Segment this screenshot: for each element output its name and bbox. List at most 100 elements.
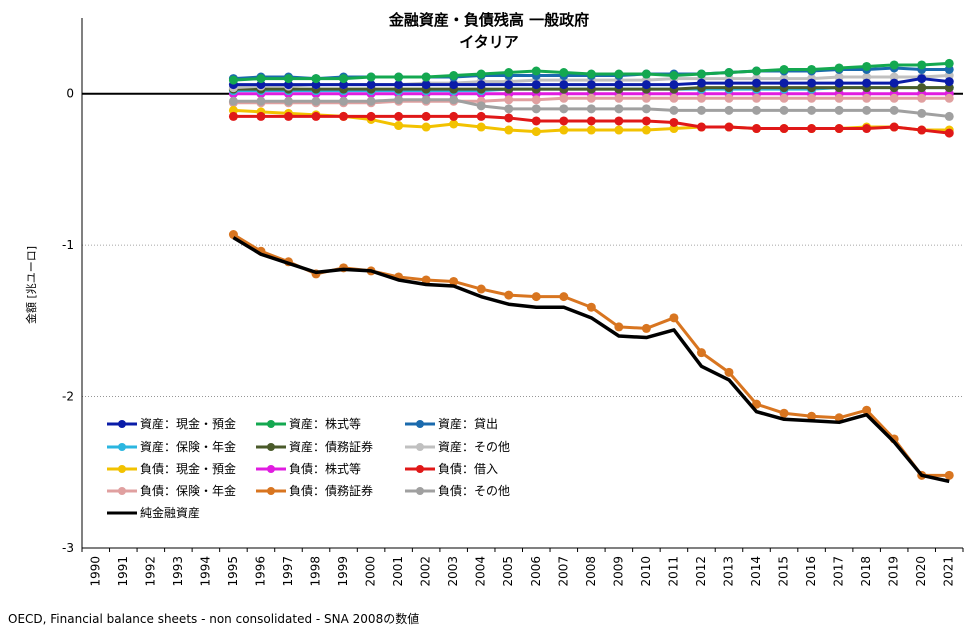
data-point (862, 405, 872, 415)
data-point (724, 93, 734, 103)
data-point (283, 96, 293, 106)
data-point (889, 60, 899, 70)
legend-label: 資産：保険・年金 (140, 439, 236, 454)
data-point (586, 116, 596, 126)
data-point (669, 93, 679, 103)
x-tick-label: 2013 (721, 556, 735, 587)
data-point (504, 113, 514, 123)
x-tick-label: 2019 (887, 556, 901, 587)
data-point (311, 111, 321, 121)
data-point (614, 116, 624, 126)
data-point (641, 323, 651, 333)
data-point (559, 80, 569, 90)
data-point (449, 119, 459, 129)
legend-label: 負債：保険・年金 (140, 483, 236, 498)
x-tick-label: 2005 (501, 556, 515, 587)
data-point (641, 116, 651, 126)
data-point (586, 69, 596, 79)
y-tick-label: -2 (62, 390, 74, 404)
data-point (669, 105, 679, 115)
x-tick-label: 2011 (666, 556, 680, 587)
data-point (449, 71, 459, 81)
data-point (256, 96, 266, 106)
data-point (614, 69, 624, 79)
data-point (641, 104, 651, 114)
legend-marker (118, 465, 126, 473)
series-13 (232, 236, 950, 484)
data-point (724, 105, 734, 115)
data-point (531, 292, 541, 302)
data-point (696, 105, 706, 115)
x-tick-label: 1992 (143, 556, 157, 587)
legend-item: 資産：現金・預金 (107, 416, 236, 431)
data-point (256, 74, 266, 84)
legend-item: 負債：株式等 (256, 461, 361, 476)
x-tick-label: 2007 (556, 556, 570, 587)
data-point (944, 58, 954, 68)
legend-label: 資産：債務証券 (289, 439, 373, 454)
data-point (559, 125, 569, 135)
x-tick-label: 2008 (584, 556, 598, 587)
legend-item: 資産：貸出 (405, 416, 498, 431)
data-point (531, 116, 541, 126)
series-lines (228, 58, 954, 484)
data-point (421, 95, 431, 105)
data-point (834, 63, 844, 73)
data-point (586, 104, 596, 114)
data-point (228, 75, 238, 85)
data-point (559, 93, 569, 103)
data-point (476, 80, 486, 90)
data-point (669, 313, 679, 323)
data-point (476, 284, 486, 294)
chart-title: 金融資産・負債残高 一般政府 (388, 11, 590, 29)
data-point (531, 104, 541, 114)
data-point (614, 80, 624, 90)
data-point (724, 122, 734, 132)
data-point (834, 93, 844, 103)
data-point (696, 93, 706, 103)
x-tick-label: 1993 (171, 556, 185, 587)
series-12 (228, 95, 954, 121)
data-point (311, 96, 321, 106)
x-tick-label: 2021 (942, 556, 956, 587)
data-point (421, 80, 431, 90)
data-point (807, 124, 817, 134)
data-point (366, 72, 376, 82)
y-tick-label: -3 (62, 541, 74, 555)
data-point (889, 122, 899, 132)
legend-marker (118, 487, 126, 495)
series-line (232, 236, 950, 484)
legend-label: 資産：現金・預金 (140, 416, 236, 431)
legend-label: 資産：株式等 (289, 416, 361, 431)
legend-label: 資産：貸出 (438, 416, 498, 431)
x-tick-label: 2014 (749, 556, 763, 587)
data-point (504, 95, 514, 105)
x-tick-label: 2004 (474, 556, 488, 587)
legend-item: 資産：株式等 (256, 416, 361, 431)
data-point (641, 125, 651, 135)
y-tick-label: 0 (66, 87, 74, 101)
data-point (614, 93, 624, 103)
data-point (586, 80, 596, 90)
data-point (366, 80, 376, 90)
data-point (449, 95, 459, 105)
data-point (724, 78, 734, 88)
data-point (917, 60, 927, 70)
x-tick-label: 1991 (116, 556, 130, 587)
data-point (394, 121, 404, 131)
source-note: OECD, Financial balance sheets - non con… (8, 612, 420, 626)
data-point (752, 93, 762, 103)
data-point (669, 80, 679, 90)
data-point (366, 96, 376, 106)
data-point (586, 93, 596, 103)
data-point (779, 124, 789, 134)
x-tick-label: 2002 (419, 556, 433, 587)
series-2 (228, 58, 954, 85)
x-tick-label: 2010 (639, 556, 653, 587)
data-point (641, 93, 651, 103)
data-point (504, 68, 514, 78)
legend-marker (267, 465, 275, 473)
data-point (559, 292, 569, 302)
